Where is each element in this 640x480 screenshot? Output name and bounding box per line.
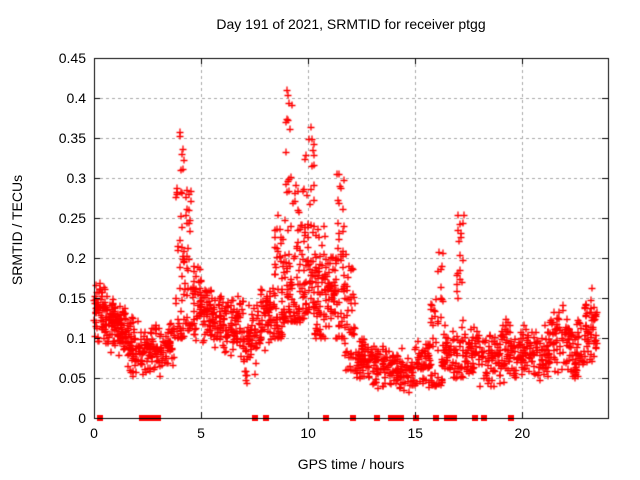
x-tick-label: 10 (300, 425, 316, 441)
y-tick-label: 0.05 (58, 370, 86, 386)
y-tick-label: 0.4 (66, 90, 86, 106)
x-tick-label: 0 (90, 425, 98, 441)
y-tick-label: 0.1 (66, 330, 86, 346)
y-tick-label: 0.2 (66, 250, 86, 266)
y-tick-label: 0 (78, 410, 86, 426)
x-tick-label: 5 (197, 425, 205, 441)
x-axis-label: GPS time / hours (297, 456, 405, 472)
y-tick-label: 0.45 (58, 50, 86, 66)
y-tick-label: 0.35 (58, 130, 86, 146)
y-tick-label: 0.3 (66, 170, 86, 186)
y-tick-label: 0.15 (58, 290, 86, 306)
x-tick-label: 20 (514, 425, 531, 441)
y-axis-label: SRMTID / TECUs (9, 174, 25, 286)
y-tick-label: 0.25 (58, 210, 86, 226)
chart-title: Day 191 of 2021, SRMTID for receiver ptg… (216, 16, 486, 32)
x-tick-label: 15 (407, 425, 424, 441)
